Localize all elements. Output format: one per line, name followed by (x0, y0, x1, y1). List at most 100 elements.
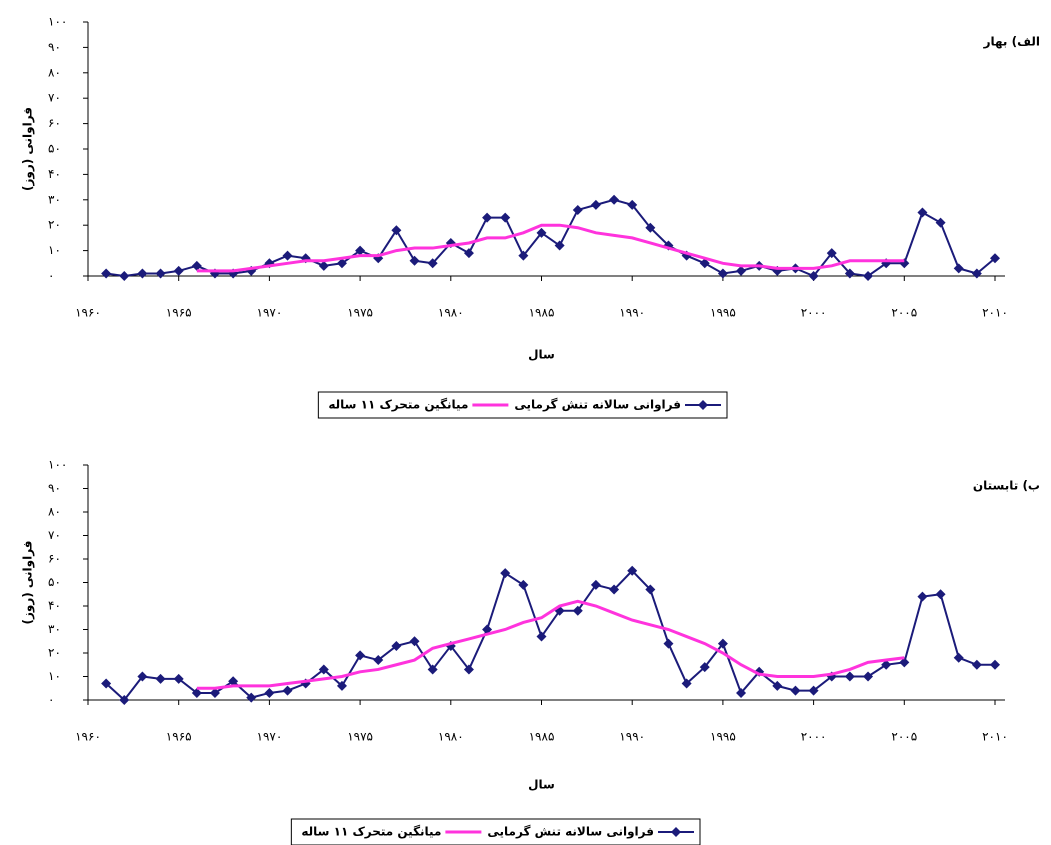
y-tick-label: ۰ (48, 693, 54, 707)
data-point (119, 695, 130, 705)
x-tick-label: ۱۹۸۵ (529, 306, 555, 320)
x-tick-label: ۱۹۹۵ (710, 730, 736, 744)
data-point (427, 664, 438, 675)
x-tick-label: ۲۰۰۰ (801, 730, 827, 744)
x-tick-label: ۲۰۰۵ (891, 306, 917, 320)
y-tick-label: ۸۰ (48, 505, 61, 519)
chart-title: الف) بهار (983, 35, 1040, 49)
data-point (572, 204, 583, 215)
data-point (209, 687, 220, 698)
y-tick-label: ۱۰ (48, 243, 61, 257)
data-point (572, 605, 583, 616)
data-point (391, 640, 402, 651)
y-tick-label: ۳۰ (48, 622, 61, 636)
data-point (899, 657, 910, 668)
data-point (536, 631, 547, 642)
legend-marker (671, 827, 681, 837)
data-point (609, 584, 620, 595)
data-point (699, 258, 710, 269)
legend-label: میانگین متحرک ۱۱ ساله (328, 398, 468, 412)
data-point (609, 194, 620, 205)
legend-box (317, 391, 728, 419)
data-point (917, 591, 928, 602)
data-point (482, 624, 493, 635)
data-point (935, 589, 946, 600)
data-point (790, 685, 801, 696)
y-tick-label: ۵۰ (48, 575, 61, 589)
data-point (463, 248, 474, 259)
data-point (173, 673, 184, 684)
data-point (536, 227, 547, 238)
x-tick-label: ۱۹۷۵ (347, 730, 373, 744)
data-point (681, 678, 692, 689)
y-tick-label: ۱۰۰ (48, 458, 67, 472)
x-tick-label: ۱۹۷۰ (257, 306, 283, 320)
legend-label: فراوانی سالانه تنش گرمایی (514, 398, 681, 413)
y-tick-label: ۷۰ (48, 91, 61, 105)
y-tick-label: ۷۰ (48, 528, 61, 542)
data-point (318, 260, 329, 271)
y-tick-label: ۰ (48, 269, 54, 283)
y-tick-label: ۴۰ (48, 167, 61, 181)
legend-label: فراوانی سالانه تنش گرمایی (487, 825, 654, 840)
data-point (355, 245, 366, 256)
x-tick-label: ۱۹۸۵ (529, 730, 555, 744)
data-point (627, 199, 638, 210)
data-point (119, 271, 130, 281)
y-tick-label: ۳۰ (48, 192, 61, 206)
y-tick-label: ۵۰ (48, 142, 61, 156)
data-point (427, 258, 438, 269)
data-point (518, 250, 529, 261)
y-tick-label: ۹۰ (48, 481, 61, 495)
data-point (736, 687, 747, 698)
y-tick-label: ۸۰ (48, 65, 61, 79)
series-line (196, 223, 905, 273)
x-tick-label: ۱۹۹۰ (619, 730, 645, 744)
data-point (645, 584, 656, 595)
x-axis-label: سال (528, 348, 555, 362)
data-point (246, 692, 257, 703)
data-point (155, 268, 166, 279)
y-axis-label: فراوانی (روز) (21, 107, 36, 191)
y-tick-label: ۴۰ (48, 599, 61, 613)
x-tick-label: ۱۹۸۰ (438, 306, 464, 320)
data-point (699, 662, 710, 673)
data-point (935, 217, 946, 228)
data-point (844, 671, 855, 682)
data-point (717, 638, 728, 649)
data-point (191, 687, 202, 698)
data-point (627, 565, 638, 576)
x-tick-label: ۱۹۸۰ (438, 730, 464, 744)
x-tick-label: ۱۹۶۰ (75, 306, 101, 320)
data-point (500, 212, 511, 223)
data-point (482, 212, 493, 223)
y-tick-label: ۲۰ (48, 646, 61, 660)
data-point (590, 199, 601, 210)
data-point (863, 271, 874, 281)
data-point (663, 638, 674, 649)
data-point (645, 222, 656, 233)
x-tick-label: ۲۰۱۰ (982, 730, 1008, 744)
data-point (717, 268, 728, 279)
data-point (518, 579, 529, 590)
x-tick-label: ۱۹۷۵ (347, 306, 373, 320)
chart-title: ب) تابستان (973, 479, 1040, 493)
y-tick-label: ۱۰ (48, 669, 61, 683)
y-axis-label: فراوانی (روز) (21, 540, 36, 624)
legend-box (290, 818, 701, 845)
data-point (191, 260, 202, 271)
data-point (318, 664, 329, 675)
x-tick-label: ۲۰۰۰ (801, 306, 827, 320)
data-point (917, 207, 928, 218)
data-point (137, 671, 148, 682)
data-point (500, 568, 511, 579)
data-point (736, 265, 747, 276)
x-tick-label: ۱۹۶۵ (166, 306, 192, 320)
y-tick-label: ۹۰ (48, 40, 61, 54)
data-point (971, 268, 982, 279)
data-point (463, 664, 474, 675)
data-point (282, 250, 293, 261)
data-point (137, 268, 148, 279)
x-tick-label: ۱۹۷۰ (257, 730, 283, 744)
series-line (106, 198, 996, 278)
